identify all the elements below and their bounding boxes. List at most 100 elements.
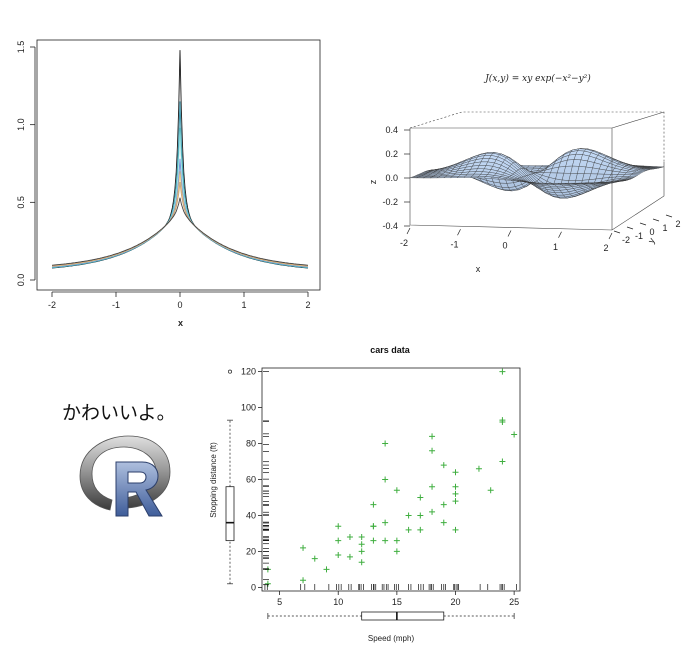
surface-facet [605, 182, 614, 184]
data-point [440, 501, 447, 508]
data-point [429, 433, 436, 440]
y-tick-label: 100 [241, 403, 256, 413]
y-tick [652, 218, 660, 222]
y-boxplot [225, 369, 235, 585]
data-point [487, 487, 494, 494]
x-tick-label: 1 [553, 242, 558, 252]
x-tick [507, 230, 512, 237]
scatter-title: cars data [370, 345, 411, 355]
scatter-xlabel: Speed (mph) [368, 634, 415, 643]
x-tick-label: 15 [392, 597, 402, 607]
data-point [499, 417, 506, 424]
box-top-edges [410, 111, 665, 129]
y-tick-label: 1.5 [16, 41, 26, 54]
x-tick-label: -1 [450, 239, 458, 249]
data-point [393, 537, 400, 544]
data-point [382, 440, 389, 447]
data-point [370, 523, 377, 530]
x-tick-label: 2 [603, 243, 608, 253]
z-tick-label: 0.2 [385, 149, 398, 159]
x-tick-label: -2 [400, 238, 408, 248]
surface-chart: J(x,y) = xy exp(−x²−y²) -2 -1 0 1 2x-2 -1 0 1 2y… [368, 73, 681, 274]
x-tick [406, 227, 411, 235]
x-tick-label: 5 [277, 597, 282, 607]
x-tick [558, 231, 562, 238]
data-point [429, 447, 436, 454]
x-tick-label: 1 [241, 300, 246, 310]
x-axis-label: x [178, 318, 183, 328]
scatter-chart: cars data 5 10 15 20 25 0 20 40 60 80 100 120 Speed… [209, 345, 521, 643]
surface-title: J(x,y) = xy exp(−x²−y²) [483, 73, 591, 84]
data-point [382, 476, 389, 483]
z-tick-label: 0.4 [385, 125, 398, 135]
data-point [335, 552, 342, 559]
y-tick-label: 0 [649, 227, 654, 237]
data-point [499, 458, 506, 465]
series-line [51, 127, 309, 268]
x-tick [457, 229, 461, 236]
data-point [417, 494, 424, 501]
series-line [51, 158, 309, 268]
y-tick [613, 230, 621, 234]
series-line [51, 171, 309, 267]
data-point [382, 537, 389, 544]
x-boxplot [267, 611, 515, 621]
y-tick-label: 80 [246, 439, 256, 449]
y-tick [639, 222, 647, 226]
data-point [429, 508, 436, 515]
y-tick [665, 214, 673, 218]
data-point [393, 548, 400, 555]
data-point [440, 519, 447, 526]
x-tick-label: 2 [305, 300, 310, 310]
x-tick-label: 20 [450, 597, 460, 607]
x-tick [608, 232, 613, 240]
x-tick-label: 10 [333, 597, 343, 607]
x-tick-label: 0 [502, 241, 507, 251]
x-tick-label: -1 [112, 300, 120, 310]
data-point [358, 541, 365, 548]
scatter-frame [261, 367, 521, 592]
y-tick-label: 60 [246, 475, 256, 485]
series-line [51, 182, 309, 267]
scatter-ylabel: Stopping distance (ft) [209, 442, 218, 518]
y-tick-label: -1 [635, 231, 643, 241]
x-box-body [361, 611, 445, 621]
y-box-body [225, 486, 235, 542]
data-point [335, 537, 342, 544]
x-tick-label: 25 [509, 597, 519, 607]
y-tick-label: 0.0 [16, 274, 26, 287]
data-point [323, 566, 330, 573]
data-point [405, 512, 412, 519]
x-tick-label: -2 [48, 300, 56, 310]
data-point [499, 368, 506, 375]
x-tick-label: 0 [177, 300, 182, 310]
caption-text: かわいいよ。 [62, 402, 176, 424]
y-box-outlier [228, 369, 232, 374]
data-point [440, 462, 447, 469]
data-point [264, 580, 271, 587]
data-point [358, 548, 365, 555]
z-tick-label: -0.4 [382, 221, 398, 231]
data-point [475, 465, 482, 472]
data-point [429, 483, 436, 490]
data-point [346, 553, 353, 560]
data-point [311, 555, 318, 562]
y-tick-label: 120 [241, 367, 256, 377]
z-tick-label: -0.2 [382, 197, 398, 207]
data-point [511, 431, 518, 438]
plot-frame [36, 39, 321, 291]
data-point [370, 537, 377, 544]
y-tick-label: 1.0 [16, 118, 26, 131]
data-point [358, 534, 365, 541]
data-point [300, 544, 307, 551]
data-point [452, 469, 459, 476]
data-point [452, 490, 459, 497]
y-tick-label: 0.5 [16, 196, 26, 209]
data-point [335, 523, 342, 530]
data-point [382, 519, 389, 526]
z-axis-label: z [368, 179, 378, 184]
data-point [346, 534, 353, 541]
line-chart: -2 -1 0 1 2 0.0 0.5 1.0 1.5 x [16, 39, 321, 328]
y-tick-label: 0 [251, 582, 256, 592]
